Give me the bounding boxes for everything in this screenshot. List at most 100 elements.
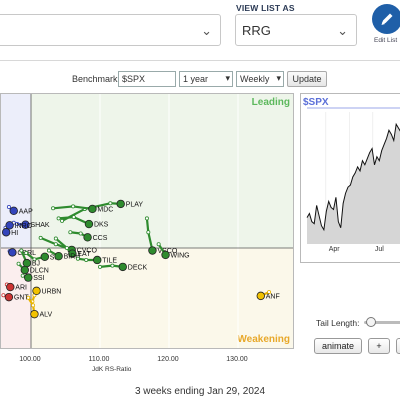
series-label: GNT: [14, 295, 30, 302]
tail-point: [6, 205, 11, 210]
series-label: ANF: [266, 293, 280, 300]
leading-label: Leading: [251, 97, 290, 108]
series-head-point[interactable]: [5, 221, 14, 230]
frequency-value: Weekly: [240, 74, 270, 84]
series-anf[interactable]: ANF: [256, 290, 280, 301]
frequency-select[interactable]: Weekly ▾: [236, 71, 284, 87]
series-gnt[interactable]: GNT: [1, 292, 30, 302]
quadrant-weakening: [31, 248, 293, 348]
list-select[interactable]: ⌄: [0, 14, 221, 46]
series-head-point[interactable]: [161, 250, 170, 260]
series-head-point[interactable]: [54, 251, 63, 261]
series-head-point[interactable]: [93, 255, 102, 265]
series-dks[interactable]: DKS: [56, 215, 109, 229]
benchmark-input[interactable]: $SPX: [118, 71, 176, 87]
series-head-point[interactable]: [4, 292, 14, 302]
view-list-label: VIEW LIST AS: [236, 3, 295, 13]
more-button[interactable]: [396, 338, 400, 354]
series-wing[interactable]: WING: [156, 242, 190, 260]
chevron-down-icon: ▾: [276, 73, 281, 83]
weakening-label: Weakening: [237, 334, 290, 345]
series-tile[interactable]: TILE: [75, 255, 117, 265]
series-aap[interactable]: AAP: [6, 205, 33, 216]
series-mdc[interactable]: MDC: [51, 204, 113, 214]
series-head-point[interactable]: [84, 219, 94, 229]
series-ssi[interactable]: SSI: [20, 273, 45, 282]
series-head-point[interactable]: [22, 258, 32, 268]
series-play[interactable]: PLAY: [60, 199, 143, 223]
quadrant-leading: [31, 94, 293, 248]
tail-point: [51, 206, 56, 211]
x-tick-label: 120.00: [157, 356, 179, 363]
tail-point: [38, 235, 43, 240]
series-hi[interactable]: HI: [1, 228, 18, 237]
view-list-select[interactable]: RRG ⌄: [235, 14, 357, 46]
series-head-point[interactable]: [8, 248, 17, 257]
series-label: WING: [171, 252, 190, 259]
series-head-point[interactable]: [32, 286, 41, 296]
series-birh[interactable]: BIRH: [46, 248, 80, 261]
series-urbn[interactable]: URBN: [30, 286, 62, 304]
tail-point: [98, 264, 103, 269]
series-deck[interactable]: DECK: [98, 262, 148, 272]
tail-length-handle[interactable]: [366, 317, 376, 327]
update-button[interactable]: Update: [287, 71, 327, 87]
x-axis-title: JdK RS-Ratio: [92, 366, 132, 373]
tail-point: [71, 204, 76, 209]
tail-point: [108, 201, 113, 206]
series-head-point[interactable]: [6, 282, 15, 292]
tail-point: [15, 222, 20, 227]
series-head-point[interactable]: [9, 206, 18, 216]
series-head-point[interactable]: [30, 309, 39, 319]
series-head-point[interactable]: [40, 252, 49, 262]
tail-point: [144, 216, 149, 221]
series-head-point[interactable]: [116, 199, 125, 209]
series-head-point[interactable]: [21, 220, 30, 229]
tail-point: [1, 293, 6, 298]
series-head-point[interactable]: [1, 228, 11, 237]
series-eat[interactable]: EAT: [53, 236, 91, 258]
series-label: HI: [11, 230, 18, 237]
tail-point: [46, 248, 51, 253]
tail-length-slider[interactable]: [364, 321, 400, 324]
series-head-point[interactable]: [148, 246, 157, 255]
benchmark-x-tick: Apr: [328, 246, 340, 253]
series-inro[interactable]: INRO: [3, 221, 33, 230]
series-head-point[interactable]: [118, 262, 127, 272]
benchmark-line-chart: [306, 107, 400, 244]
series-ari[interactable]: ARI: [4, 282, 27, 292]
series-head-point[interactable]: [20, 265, 29, 275]
series-head-point[interactable]: [24, 273, 33, 282]
tail-point: [71, 215, 76, 220]
series-alv[interactable]: ALV: [26, 295, 53, 319]
series-label: ALV: [39, 312, 52, 319]
series-head-point[interactable]: [256, 291, 265, 301]
tail-point: [53, 242, 58, 247]
period-select[interactable]: 1 year ▾: [179, 71, 233, 87]
zoom-in-button[interactable]: +: [368, 338, 390, 354]
rrg-chart[interactable]: Leading Weakening AAPSHAKINROHICBRLPLAYM…: [0, 93, 294, 349]
series-head-point[interactable]: [88, 204, 97, 214]
series-tail: [61, 202, 121, 222]
series-ccs[interactable]: CCS: [68, 230, 108, 242]
x-axis-ticks: 100.00 110.00 120.00 130.00: [0, 356, 294, 368]
benchmark-label: Benchmark:: [72, 74, 121, 84]
tail-length-label: Tail Length:: [316, 318, 360, 328]
tail-point: [16, 261, 21, 266]
edit-list-button[interactable]: [372, 4, 400, 34]
series-label: TILE: [102, 257, 117, 264]
series-head-point[interactable]: [68, 249, 77, 258]
animate-button[interactable]: animate: [314, 338, 362, 354]
x-tick-label: 110.00: [88, 356, 110, 363]
tail-point: [31, 303, 36, 308]
benchmark-area: [307, 124, 400, 244]
tail-point: [19, 248, 24, 253]
benchmark-x-tick: Jul: [374, 246, 384, 253]
tail-point: [20, 273, 25, 278]
series-label: EAT: [77, 251, 91, 258]
pencil-icon: [381, 13, 393, 25]
series-bj[interactable]: BJ: [19, 248, 40, 268]
series-head-point[interactable]: [83, 233, 92, 242]
series-dlcn[interactable]: DLCN: [16, 261, 49, 275]
